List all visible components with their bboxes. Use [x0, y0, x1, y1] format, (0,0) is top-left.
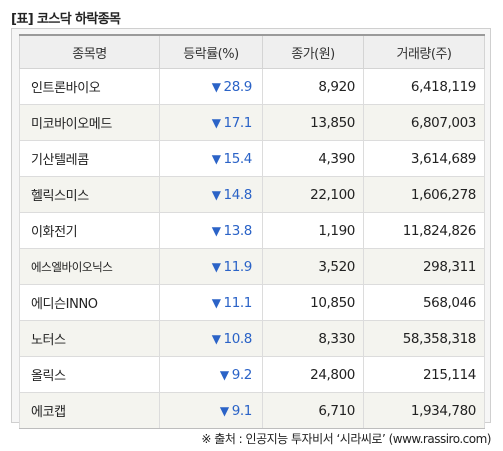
kosdaq-decliners-table: 종목명 등락률(%) 종가(원) 거래량(주) 인트론바이오 ▼ 28.9 8,920… [19, 34, 485, 429]
trade-volume: 568,046 [363, 284, 485, 321]
down-triangle-icon: ▼ [219, 403, 229, 418]
stock-name: 헬릭스미스 [19, 176, 160, 213]
header-volume: 거래량(주) [363, 34, 485, 69]
change-rate: ▼ 9.2 [159, 356, 263, 393]
change-rate-value: 10.8 [223, 330, 253, 347]
change-rate-value: 28.9 [223, 78, 253, 95]
change-rate: ▼ 9.1 [159, 392, 263, 429]
table-frame: 종목명 등락률(%) 종가(원) 거래량(주) 인트론바이오 ▼ 28.9 8,920… [11, 28, 491, 429]
header-close: 종가(원) [262, 34, 364, 69]
stock-name: 기산텔레콤 [19, 140, 160, 177]
trade-volume: 6,418,119 [363, 68, 485, 105]
change-rate: ▼ 11.9 [159, 248, 263, 285]
change-rate: ▼ 14.8 [159, 176, 263, 213]
close-price: 24,800 [262, 356, 364, 393]
down-triangle-icon: ▼ [211, 259, 221, 274]
table-row: 에스엘바이오닉스 ▼ 11.9 3,520 298,311 [19, 248, 485, 285]
table-row: 인트론바이오 ▼ 28.9 8,920 6,418,119 [19, 68, 485, 105]
change-rate: ▼ 28.9 [159, 68, 263, 105]
down-triangle-icon: ▼ [211, 151, 221, 166]
change-rate-value: 11.1 [223, 294, 253, 311]
change-rate: ▼ 13.8 [159, 212, 263, 249]
close-price: 10,850 [262, 284, 364, 321]
table-row: 기산텔레콤 ▼ 15.4 4,390 3,614,689 [19, 140, 485, 177]
down-triangle-icon: ▼ [211, 115, 221, 130]
close-price: 13,850 [262, 104, 364, 141]
close-price: 6,710 [262, 392, 364, 429]
down-triangle-icon: ▼ [211, 187, 221, 202]
table-row: 에디슨INNO ▼ 11.1 10,850 568,046 [19, 284, 485, 321]
header-name: 종목명 [19, 34, 160, 69]
stock-name: 에스엘바이오닉스 [19, 248, 160, 285]
stock-name: 에디슨INNO [19, 284, 160, 321]
table-row: 에코캡 ▼ 9.1 6,710 1,934,780 [19, 392, 485, 429]
stock-name: 에코캡 [19, 392, 160, 429]
close-price: 3,520 [262, 248, 364, 285]
table-row: 노터스 ▼ 10.8 8,330 58,358,318 [19, 320, 485, 357]
table-header-row: 종목명 등락률(%) 종가(원) 거래량(주) [19, 34, 485, 69]
close-price: 8,330 [262, 320, 364, 357]
down-triangle-icon: ▼ [211, 223, 221, 238]
change-rate: ▼ 10.8 [159, 320, 263, 357]
change-rate: ▼ 11.1 [159, 284, 263, 321]
source-note: ※ 출처 : 인공지능 투자비서 ‘시라씨로’ (www.rassiro.com… [201, 432, 491, 446]
stock-name: 이화전기 [19, 212, 160, 249]
table-row: 이화전기 ▼ 13.8 1,190 11,824,826 [19, 212, 485, 249]
table-row: 미코바이오메드 ▼ 17.1 13,850 6,807,003 [19, 104, 485, 141]
change-rate-value: 9.2 [231, 366, 253, 383]
trade-volume: 11,824,826 [363, 212, 485, 249]
change-rate-value: 9.1 [231, 402, 253, 419]
trade-volume: 58,358,318 [363, 320, 485, 357]
down-triangle-icon: ▼ [211, 79, 221, 94]
trade-volume: 3,614,689 [363, 140, 485, 177]
table-row: 헬릭스미스 ▼ 14.8 22,100 1,606,278 [19, 176, 485, 213]
header-rate: 등락률(%) [159, 34, 263, 69]
trade-volume: 1,606,278 [363, 176, 485, 213]
close-price: 22,100 [262, 176, 364, 213]
trade-volume: 6,807,003 [363, 104, 485, 141]
down-triangle-icon: ▼ [211, 331, 221, 346]
close-price: 1,190 [262, 212, 364, 249]
table-row: 올릭스 ▼ 9.2 24,800 215,114 [19, 356, 485, 393]
change-rate-value: 17.1 [223, 114, 253, 131]
stock-name: 노터스 [19, 320, 160, 357]
page-title: [표] 코스닥 하락종목 [11, 12, 121, 27]
change-rate: ▼ 15.4 [159, 140, 263, 177]
stock-name: 인트론바이오 [19, 68, 160, 105]
down-triangle-icon: ▼ [211, 295, 221, 310]
change-rate: ▼ 17.1 [159, 104, 263, 141]
change-rate-value: 13.8 [223, 222, 253, 239]
trade-volume: 215,114 [363, 356, 485, 393]
down-triangle-icon: ▼ [219, 367, 229, 382]
change-rate-value: 15.4 [223, 150, 253, 167]
trade-volume: 298,311 [363, 248, 485, 285]
stock-name: 올릭스 [19, 356, 160, 393]
change-rate-value: 14.8 [223, 186, 253, 203]
stock-name: 미코바이오메드 [19, 104, 160, 141]
close-price: 8,920 [262, 68, 364, 105]
trade-volume: 1,934,780 [363, 392, 485, 429]
close-price: 4,390 [262, 140, 364, 177]
change-rate-value: 11.9 [223, 258, 253, 275]
